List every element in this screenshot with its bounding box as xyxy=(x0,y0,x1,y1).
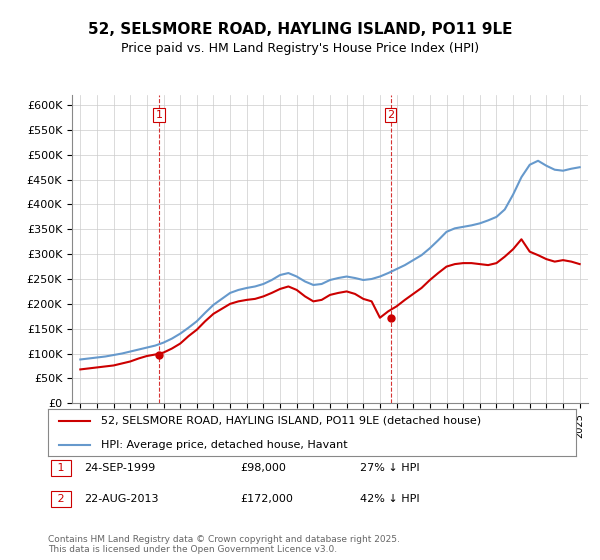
Text: 1: 1 xyxy=(155,110,163,120)
Text: £98,000: £98,000 xyxy=(240,463,286,473)
Text: 2: 2 xyxy=(54,494,68,504)
Text: Contains HM Land Registry data © Crown copyright and database right 2025.
This d: Contains HM Land Registry data © Crown c… xyxy=(48,535,400,554)
Text: £172,000: £172,000 xyxy=(240,494,293,504)
Text: 2: 2 xyxy=(387,110,394,120)
Text: 42% ↓ HPI: 42% ↓ HPI xyxy=(360,494,419,504)
Text: 1: 1 xyxy=(54,463,68,473)
Text: 52, SELSMORE ROAD, HAYLING ISLAND, PO11 9LE (detached house): 52, SELSMORE ROAD, HAYLING ISLAND, PO11 … xyxy=(101,416,481,426)
Text: 52, SELSMORE ROAD, HAYLING ISLAND, PO11 9LE: 52, SELSMORE ROAD, HAYLING ISLAND, PO11 … xyxy=(88,22,512,38)
Text: Price paid vs. HM Land Registry's House Price Index (HPI): Price paid vs. HM Land Registry's House … xyxy=(121,42,479,55)
Text: 22-AUG-2013: 22-AUG-2013 xyxy=(84,494,158,504)
Text: 27% ↓ HPI: 27% ↓ HPI xyxy=(360,463,419,473)
Text: HPI: Average price, detached house, Havant: HPI: Average price, detached house, Hava… xyxy=(101,440,347,450)
Text: 24-SEP-1999: 24-SEP-1999 xyxy=(84,463,155,473)
